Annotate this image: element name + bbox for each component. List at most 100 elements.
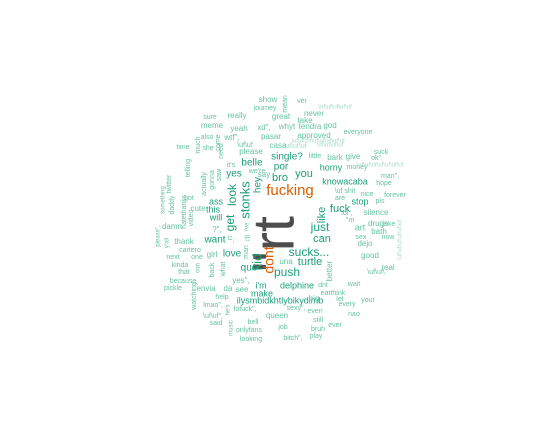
word-because: because (170, 278, 197, 285)
word-everyone: everyone (344, 129, 373, 136)
word-whyt: whyt (278, 122, 296, 131)
word-see: see (236, 285, 249, 294)
word-meme: meme (201, 121, 224, 130)
word-drugs: drugs (368, 219, 388, 228)
word-art: art (355, 222, 366, 232)
word-gonna: gonna (209, 170, 216, 190)
word-sucks: sucks... (289, 245, 330, 259)
word-uf-uf-uf-uf-uf-uf: \uf\uf\uf\uf\uf\uf (398, 220, 404, 260)
word-are: are (335, 195, 345, 202)
word-pasar: pasar (261, 132, 281, 141)
word-we-re: we're (248, 168, 266, 175)
word-something: something (161, 186, 167, 214)
word-look: look (225, 183, 239, 206)
word-video: video (188, 210, 195, 227)
word-rt: "rt (241, 216, 306, 272)
word-still: still (313, 317, 324, 324)
word-your: your (361, 297, 375, 304)
word-stop: stop (351, 196, 368, 206)
word-uf-uf: \uf\uf (237, 142, 253, 149)
word-twitter: twitter (166, 174, 173, 193)
word-con: con (196, 263, 202, 273)
word-tendra: tendra (299, 122, 322, 131)
word-bell: bell (248, 319, 259, 326)
word-fucking: fucking (266, 182, 314, 199)
word-she: she (202, 145, 213, 152)
word-money: money (346, 164, 368, 171)
word-queen: queen (266, 311, 288, 320)
word-cute: cute (190, 204, 206, 213)
word-sex: sex (356, 234, 367, 241)
word-ever: ever (328, 322, 342, 329)
word-i-ve: i've (245, 222, 251, 231)
word-hate: hate (181, 215, 188, 229)
word-please: please", (156, 225, 162, 247)
word-dont: dont (261, 246, 277, 273)
word-kinda: kinda (172, 262, 189, 269)
word-thank: thank (174, 237, 195, 246)
word-m: "m (346, 217, 354, 224)
word-wtf: wtf", (223, 133, 239, 142)
word-music: music (229, 320, 235, 336)
word-uf-shit: \uf shit (335, 188, 356, 195)
word-que: que (241, 263, 258, 274)
word-joke: joke (382, 221, 396, 228)
word-single: single? (271, 152, 303, 163)
word-next: next (166, 254, 179, 261)
word-hey: hey (253, 177, 264, 193)
word-ass: ass (209, 196, 224, 206)
word-also: also (201, 134, 214, 141)
word-damn: damn (162, 222, 182, 231)
word-can: can (313, 233, 331, 245)
word-uf-uf-uf-uf-uf-uf-uf-uf: \uf\uf\uf\uf\uf\uf\uf\uf (291, 139, 345, 145)
word-xd: xd", (257, 123, 271, 132)
word-daddy: daddy (169, 195, 176, 215)
word-this: this (206, 204, 221, 214)
word-pls: pls (376, 198, 385, 205)
word-eatthink: eatthink (321, 290, 346, 297)
word-symbol: ... (229, 238, 236, 244)
word-una: una (279, 257, 293, 266)
word-job: job (277, 324, 287, 331)
word-you: you (295, 168, 313, 180)
word-silence: silence (364, 208, 389, 217)
word-lmao: lmao", (203, 302, 223, 309)
word-better: better (325, 260, 334, 281)
word-telling: telling (185, 159, 192, 177)
word-yeah: yeah (230, 124, 247, 133)
word-actually: actually (201, 172, 208, 196)
word-want: want (203, 235, 225, 246)
word-da: da (224, 284, 233, 293)
word-show: show (259, 95, 278, 104)
word-hope: hope (376, 180, 392, 187)
word-bark: bark (327, 153, 344, 162)
word-said: said (210, 320, 223, 327)
word-stonks: stonks (237, 181, 252, 219)
word-ok: ok", (371, 155, 383, 162)
word-give: give (346, 152, 361, 161)
word-what: what (220, 262, 227, 278)
word-watching: watching (191, 282, 198, 311)
word-cartero: cartero (179, 247, 201, 254)
word-will: will (209, 212, 223, 222)
word-wait: wait (347, 281, 361, 288)
word-uf-uf-uf-uf-uf: \uf\uf\uf\uf\uf (318, 105, 352, 111)
word-say: say (258, 170, 270, 179)
word-nice: nice (361, 191, 374, 198)
word-dejo: dejo (357, 239, 373, 248)
word-every: every (338, 301, 356, 308)
word-he-s: he's (226, 305, 232, 316)
word-casa: casa (270, 141, 287, 150)
word-knowacaba: knowacaba (322, 176, 368, 186)
word-even: even (307, 308, 322, 315)
word-y-all: y'all (165, 238, 171, 248)
word-now: now (382, 234, 396, 241)
word-one: one (191, 254, 203, 261)
word-journey: journey (253, 105, 277, 112)
word-por: por (274, 162, 289, 173)
word-it-s: it's (227, 162, 236, 169)
word-envia: envia (196, 284, 216, 293)
word-sure: sure (203, 114, 217, 121)
word-never: never (304, 109, 324, 118)
